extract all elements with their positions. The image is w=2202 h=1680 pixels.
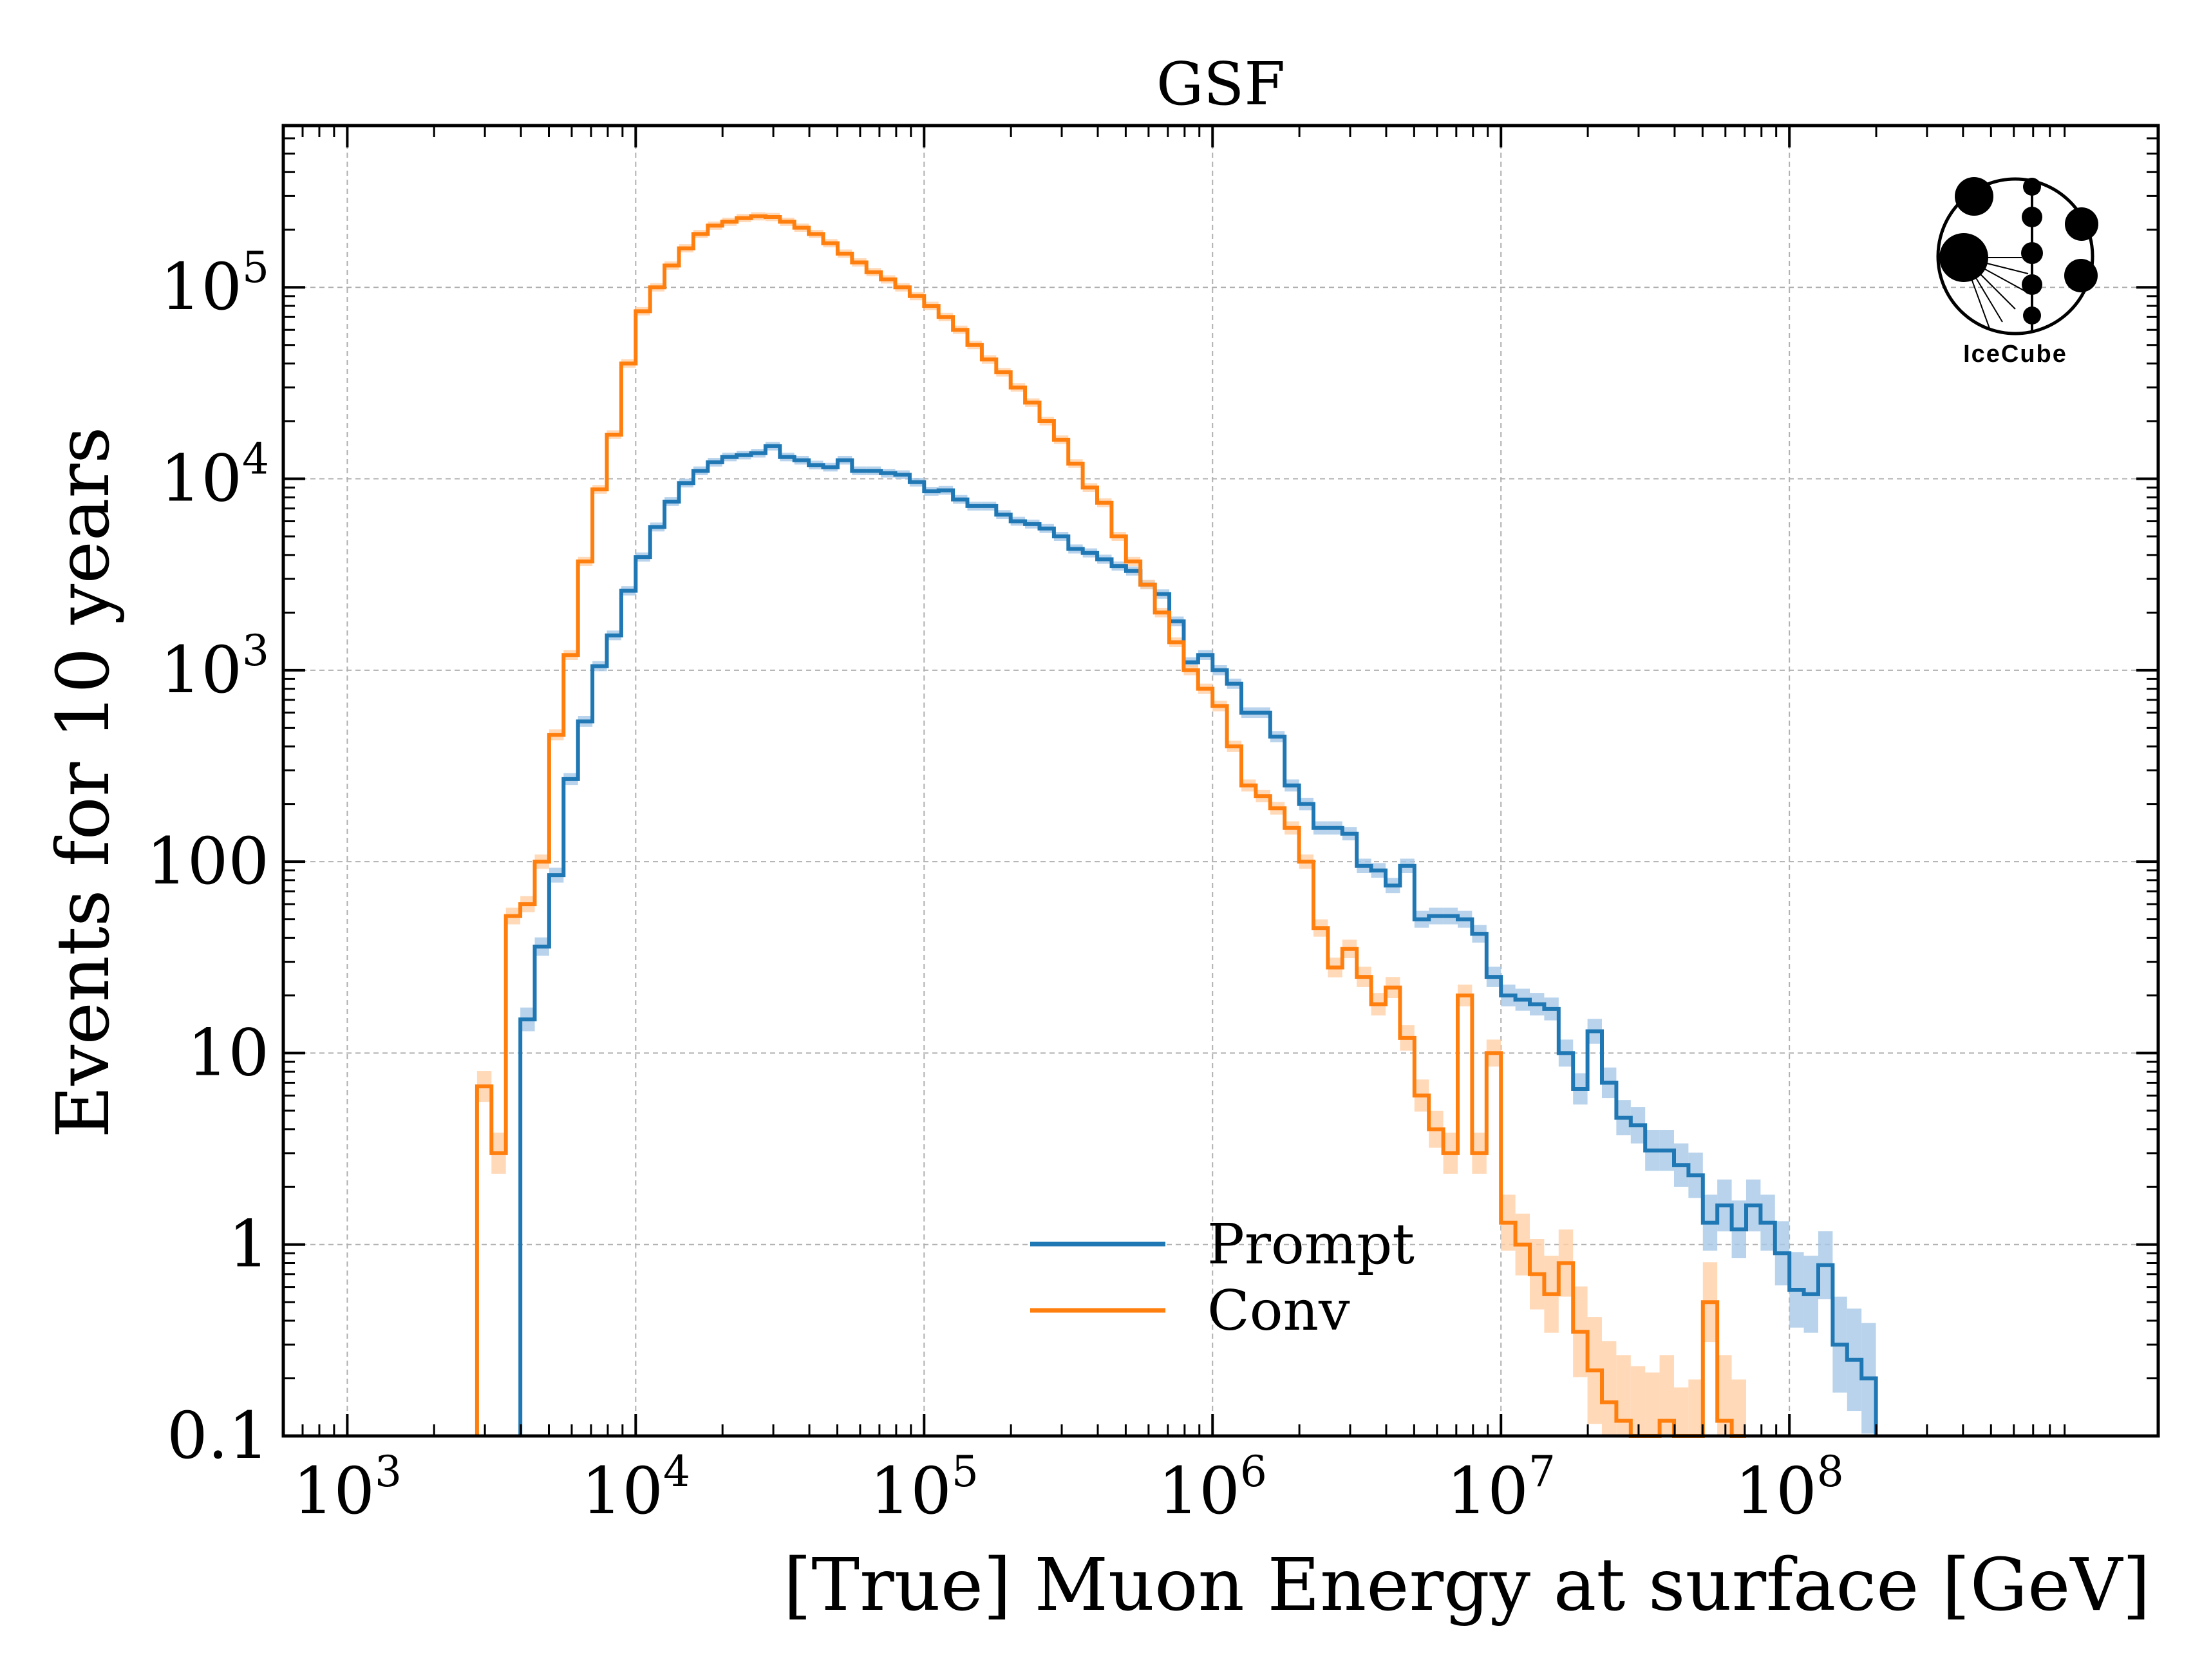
uncertainty-band-conv: [1630, 1366, 1646, 1436]
uncertainty-band-conv: [1659, 1355, 1674, 1436]
uncertainty-band-conv: [1688, 1379, 1703, 1436]
y-tick-label: 10: [187, 1015, 269, 1090]
x-tick-label: 105: [870, 1447, 979, 1529]
x-tick-label: 103: [293, 1447, 402, 1529]
x-axis-label: [True] Muon Energy at surface [GeV]: [784, 1543, 2150, 1627]
uncertainty-band-conv: [1673, 1387, 1689, 1436]
y-tick-label: 100: [146, 824, 269, 899]
uncertainty-band-conv: [1731, 1379, 1746, 1436]
icecube-logo: IceCube: [1936, 177, 2098, 368]
y-tick-label: 105: [160, 243, 269, 325]
series-lines: [475, 214, 1878, 1438]
legend: Prompt Conv: [1030, 1213, 1415, 1343]
x-tick-label: 107: [1447, 1447, 1556, 1529]
series-line-prompt: [518, 444, 1878, 1436]
y-axis-label: Events for 10 years: [42, 426, 126, 1138]
legend-label-prompt: Prompt: [1207, 1213, 1415, 1277]
logo-text: IceCube: [1963, 341, 2067, 368]
uncertainty-band-conv: [1601, 1341, 1617, 1436]
y-tick-label: 1: [228, 1207, 269, 1282]
x-tick-label: 106: [1158, 1447, 1267, 1529]
uncertainty-band-conv: [1717, 1355, 1732, 1436]
series-line-conv: [475, 214, 1746, 1438]
y-tick-label: 104: [160, 435, 269, 516]
axis-ticks: [282, 124, 2158, 1437]
plot-frame: [281, 124, 2160, 1438]
tick-labels: 103 104 105 106 107 108 0.1 1 10 100 103 104 105: [146, 243, 1844, 1529]
y-tick-label: 103: [160, 626, 269, 708]
uncertainty-band-conv: [1645, 1372, 1660, 1436]
chart-title: GSF: [1156, 50, 1285, 118]
y-tick-label: 0.1: [167, 1398, 269, 1473]
uncertainty-band-conv: [1616, 1355, 1631, 1436]
x-tick-label: 104: [581, 1447, 690, 1529]
legend-label-conv: Conv: [1207, 1279, 1350, 1343]
x-tick-label: 108: [1735, 1447, 1844, 1529]
